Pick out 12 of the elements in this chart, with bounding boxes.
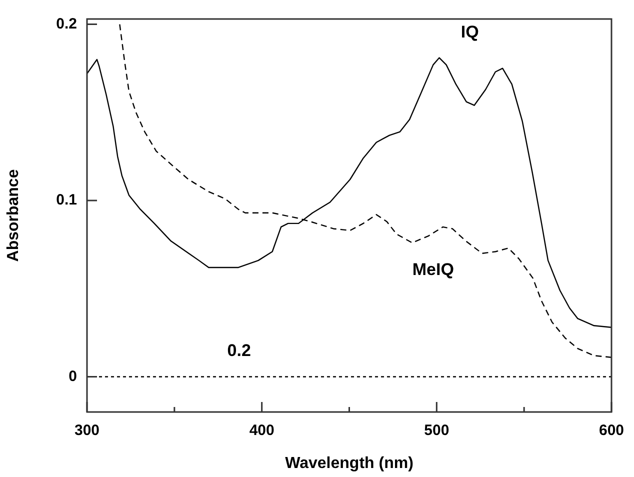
y-tick-label: 0.1 bbox=[56, 192, 77, 209]
x-tick-label: 500 bbox=[424, 422, 450, 440]
x-tick-label: 300 bbox=[74, 422, 100, 440]
series-label: MeIQ bbox=[412, 260, 454, 280]
y-tick-label: 0.2 bbox=[56, 15, 77, 32]
x-tick-label: 400 bbox=[249, 422, 274, 440]
y-tick-label: 0 bbox=[68, 368, 77, 385]
y-axis-title: Absorbance bbox=[5, 169, 22, 262]
x-tick-label: 600 bbox=[598, 422, 624, 440]
x-axis-title: Wavelength (nm) bbox=[285, 454, 414, 472]
annotation: 0.2 bbox=[227, 341, 251, 360]
series-label: IQ bbox=[460, 22, 479, 42]
